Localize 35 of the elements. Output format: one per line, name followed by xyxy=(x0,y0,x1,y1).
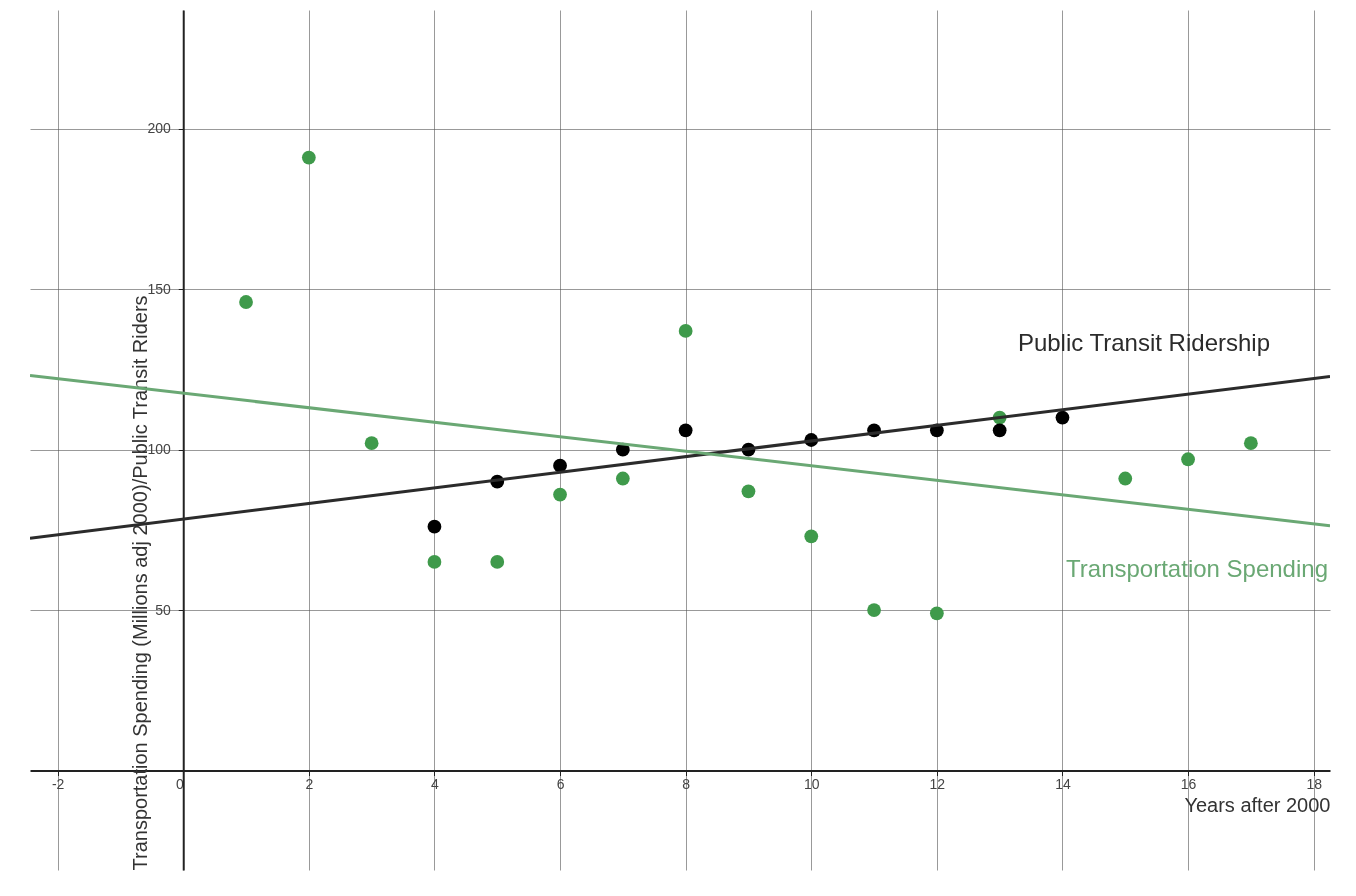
x-tick-label: 4 xyxy=(431,776,440,793)
point xyxy=(490,555,505,569)
y-tick-label: 150 xyxy=(147,280,171,297)
x-tick-label: -2 xyxy=(51,776,65,793)
x-tick-label: 8 xyxy=(682,776,691,793)
point xyxy=(1118,471,1133,486)
series-label: Public Transit Ridership xyxy=(1017,329,1270,357)
x-tick-label: 18 xyxy=(1306,776,1323,793)
point xyxy=(553,487,567,502)
y-tick-label: 50 xyxy=(155,601,171,618)
point xyxy=(1181,452,1195,467)
x-tick-label: 14 xyxy=(1055,776,1071,793)
x-tick-label: 0 xyxy=(175,776,184,793)
y-tick-label: 200 xyxy=(147,120,171,137)
x-tick-label: 2 xyxy=(305,776,314,793)
point xyxy=(929,606,944,621)
point xyxy=(867,603,881,617)
point xyxy=(301,150,316,165)
point xyxy=(427,555,442,569)
point xyxy=(678,324,693,338)
point xyxy=(678,423,693,438)
point xyxy=(615,471,630,486)
x-tick-label: 10 xyxy=(803,776,820,793)
point xyxy=(804,529,819,544)
x-tick-label: 16 xyxy=(1180,776,1197,793)
x-tick-label: 12 xyxy=(929,776,946,793)
x-tick-label: 6 xyxy=(556,776,565,793)
point xyxy=(364,436,379,451)
point xyxy=(427,519,442,534)
point xyxy=(239,295,253,309)
point xyxy=(741,484,756,499)
point xyxy=(1243,436,1258,451)
x-axis-title: Years after 2000 xyxy=(1184,794,1331,817)
point xyxy=(1055,410,1070,425)
point xyxy=(992,423,1007,438)
